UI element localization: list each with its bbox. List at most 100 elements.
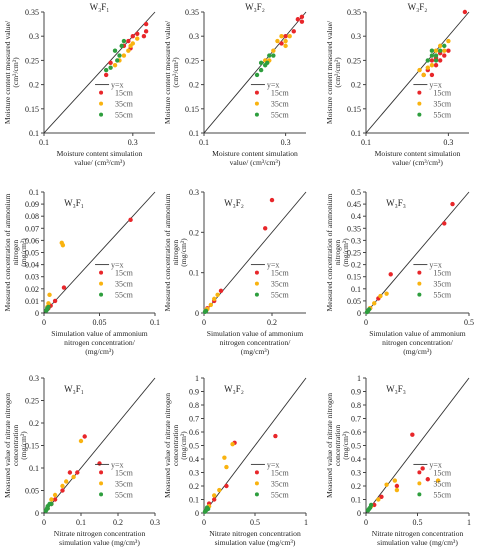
data-point-15cm: [388, 272, 393, 277]
data-point-35cm: [442, 48, 447, 53]
x-tick-label: 0.5: [250, 518, 260, 527]
y-tick-label: 0.7: [189, 415, 199, 424]
legend-marker-15cm: [254, 270, 259, 275]
data-point-55cm: [425, 58, 430, 63]
data-point-15cm: [379, 494, 384, 499]
data-point-35cm: [384, 291, 389, 296]
y-tick-label: 1: [195, 374, 199, 383]
legend-label: 55cm: [433, 490, 452, 499]
data-point-35cm: [60, 483, 65, 489]
data-point-35cm: [60, 243, 66, 248]
x-tick-label: 0.5: [413, 518, 423, 527]
data-point-35cm: [433, 48, 439, 53]
data-point-15cm: [291, 29, 296, 34]
data-point-15cm: [75, 470, 80, 475]
x-tick-label: 0: [202, 518, 206, 527]
x-axis-label: value/ (cm³/cm³): [74, 158, 125, 167]
y-axis-label: Measured value of nitrate nitrogen: [325, 393, 334, 498]
data-point-15cm: [52, 497, 58, 502]
x-axis-label: Simulation value of ammonium: [369, 329, 465, 338]
legend-marker-55cm: [254, 292, 259, 297]
y-tick-label: 0.3: [351, 236, 361, 245]
y-tick-label: 0.07: [25, 224, 39, 233]
panel-title: W₃F₂: [408, 2, 428, 12]
data-point-35cm: [446, 38, 451, 44]
y-tick-label: 0.2: [351, 261, 361, 270]
legend-label: 35cm: [433, 100, 452, 109]
y-tick-label: 0.05: [347, 297, 361, 306]
data-point-15cm: [442, 221, 447, 226]
x-axis-label: Nitrate nitrogen concentration: [209, 529, 301, 538]
legend-marker-55cm: [417, 292, 422, 297]
x-axis-label: simulation value (mg/cm³): [215, 538, 296, 547]
x-tick-label: 0.3: [281, 138, 291, 147]
x-axis-label: (mg/cm³): [85, 347, 114, 356]
data-point-35cm: [392, 478, 398, 483]
data-point-35cm: [429, 63, 435, 68]
legend-label: 35cm: [115, 479, 134, 488]
x-tick-label: 0.1: [150, 318, 160, 327]
x-tick-label: 0: [364, 518, 368, 527]
x-axis-label: Moisture content simulation: [212, 149, 298, 158]
y-tick-label: 0: [195, 509, 199, 518]
y-axis-label: (mg/cm³): [341, 431, 350, 460]
data-point-15cm: [429, 58, 435, 63]
y-tick-label: 0.1: [29, 188, 39, 197]
y-tick-label: 0.15: [347, 105, 361, 114]
data-point-55cm: [367, 505, 373, 510]
data-point-35cm: [394, 487, 400, 493]
y-tick-label: 0.5: [351, 442, 361, 451]
legend-label: y=x: [429, 460, 442, 469]
panel-title: W₃F₂: [224, 198, 244, 208]
data-point-55cm: [202, 309, 208, 314]
data-point-15cm: [218, 288, 224, 294]
y-tick-label: 0.2: [29, 81, 39, 90]
legend-label: 55cm: [115, 111, 134, 120]
data-point-15cm: [82, 434, 87, 439]
y-tick-label: 0: [195, 309, 199, 318]
y-tick-label: 0.35: [347, 8, 361, 17]
y-axis-label: (mg/cm³): [341, 238, 350, 267]
data-point-55cm: [433, 58, 439, 63]
y-tick-label: 0.5: [189, 442, 199, 451]
y-tick-label: 0.06: [25, 236, 39, 245]
legend-marker-15cm: [417, 270, 422, 275]
legend-label: 55cm: [433, 291, 452, 300]
data-point-15cm: [212, 497, 217, 502]
data-point-35cm: [78, 438, 84, 444]
legend-label: 15cm: [271, 468, 290, 477]
data-point-35cm: [215, 292, 220, 298]
y-tick-label: 0.1: [189, 129, 199, 138]
data-point-55cm: [112, 48, 118, 53]
data-point-15cm: [130, 34, 135, 39]
x-tick-label: 0.5: [464, 318, 474, 327]
y-axis-label: concentration: [333, 425, 342, 467]
data-point-35cm: [46, 301, 51, 306]
legend-label: 15cm: [271, 89, 290, 98]
data-point-15cm: [97, 461, 102, 466]
legend-label: y=x: [429, 261, 442, 270]
identity-line: [365, 377, 470, 514]
data-point-15cm: [135, 31, 140, 36]
data-point-15cm: [61, 285, 67, 290]
data-point-15cm: [283, 34, 288, 39]
data-point-35cm: [135, 36, 140, 41]
y-axis-label: Measured concentration of ammonium: [3, 193, 12, 311]
legend-marker-15cm: [417, 90, 422, 95]
data-point-35cm: [63, 479, 69, 484]
data-point-55cm: [202, 509, 208, 514]
x-tick-label: 0.1: [199, 138, 209, 147]
data-point-35cm: [212, 493, 217, 498]
y-axis-label: Moisture content measured value/: [3, 20, 12, 124]
y-tick-label: 0.09: [25, 200, 39, 209]
data-point-15cm: [52, 298, 58, 304]
legend-label: y=x: [429, 81, 442, 90]
legend-marker-55cm: [417, 112, 422, 117]
x-axis-label: Nitrate nitrogen concentration: [372, 529, 464, 538]
x-tick-label: 0.3: [150, 518, 160, 527]
data-point-35cm: [271, 48, 276, 53]
panel-title: W₃F₁: [64, 384, 84, 394]
y-axis-label: Measured concentration of ammonium: [163, 193, 172, 311]
x-tick-label: 0: [202, 318, 206, 327]
data-point-35cm: [121, 53, 127, 58]
